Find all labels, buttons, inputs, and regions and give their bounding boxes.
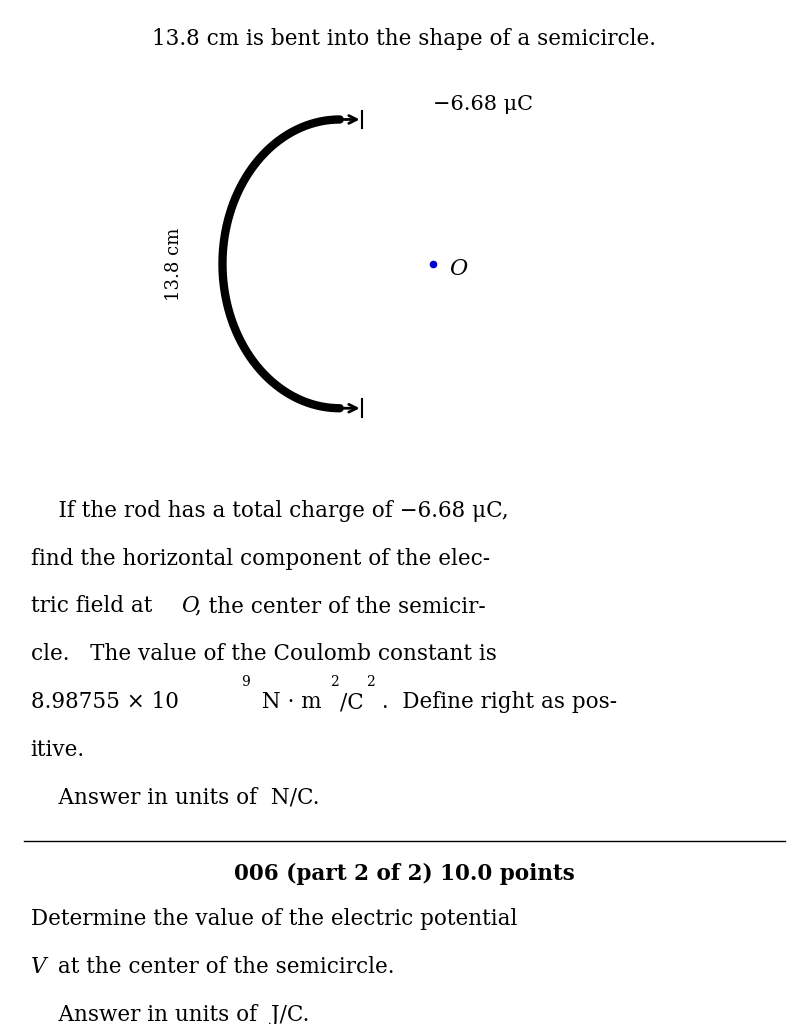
Text: O: O: [181, 595, 199, 617]
Text: Determine the value of the electric potential: Determine the value of the electric pote…: [31, 908, 517, 930]
Text: 2: 2: [330, 675, 339, 689]
Text: at the center of the semicircle.: at the center of the semicircle.: [51, 955, 395, 978]
Text: V: V: [31, 955, 46, 978]
Text: cle.   The value of the Coulomb constant is: cle. The value of the Coulomb constant i…: [31, 643, 497, 666]
Text: 2: 2: [366, 675, 375, 689]
Text: tric field at: tric field at: [31, 595, 159, 617]
Text: Answer in units of  N/C.: Answer in units of N/C.: [31, 786, 320, 809]
Text: 8.98755 × 10: 8.98755 × 10: [31, 691, 179, 713]
Text: 006 (part 2 of 2) 10.0 points: 006 (part 2 of 2) 10.0 points: [234, 863, 575, 886]
Text: , the center of the semicir-: , the center of the semicir-: [195, 595, 485, 617]
Text: /C: /C: [340, 691, 363, 713]
Text: .  Define right as pos-: . Define right as pos-: [375, 691, 616, 713]
Text: Answer in units of  J/C.: Answer in units of J/C.: [31, 1004, 309, 1024]
Text: find the horizontal component of the elec-: find the horizontal component of the ele…: [31, 548, 490, 569]
Text: If the rod has a total charge of −6.68 μC,: If the rod has a total charge of −6.68 μ…: [31, 500, 508, 522]
Text: itive.: itive.: [31, 738, 85, 761]
Text: O: O: [449, 258, 468, 280]
Text: 9: 9: [241, 675, 250, 689]
Text: −6.68 μC: −6.68 μC: [433, 95, 533, 114]
Text: 13.8 cm is bent into the shape of a semicircle.: 13.8 cm is bent into the shape of a semi…: [153, 28, 656, 50]
Text: 13.8 cm: 13.8 cm: [165, 227, 183, 301]
Text: N · m: N · m: [255, 691, 321, 713]
